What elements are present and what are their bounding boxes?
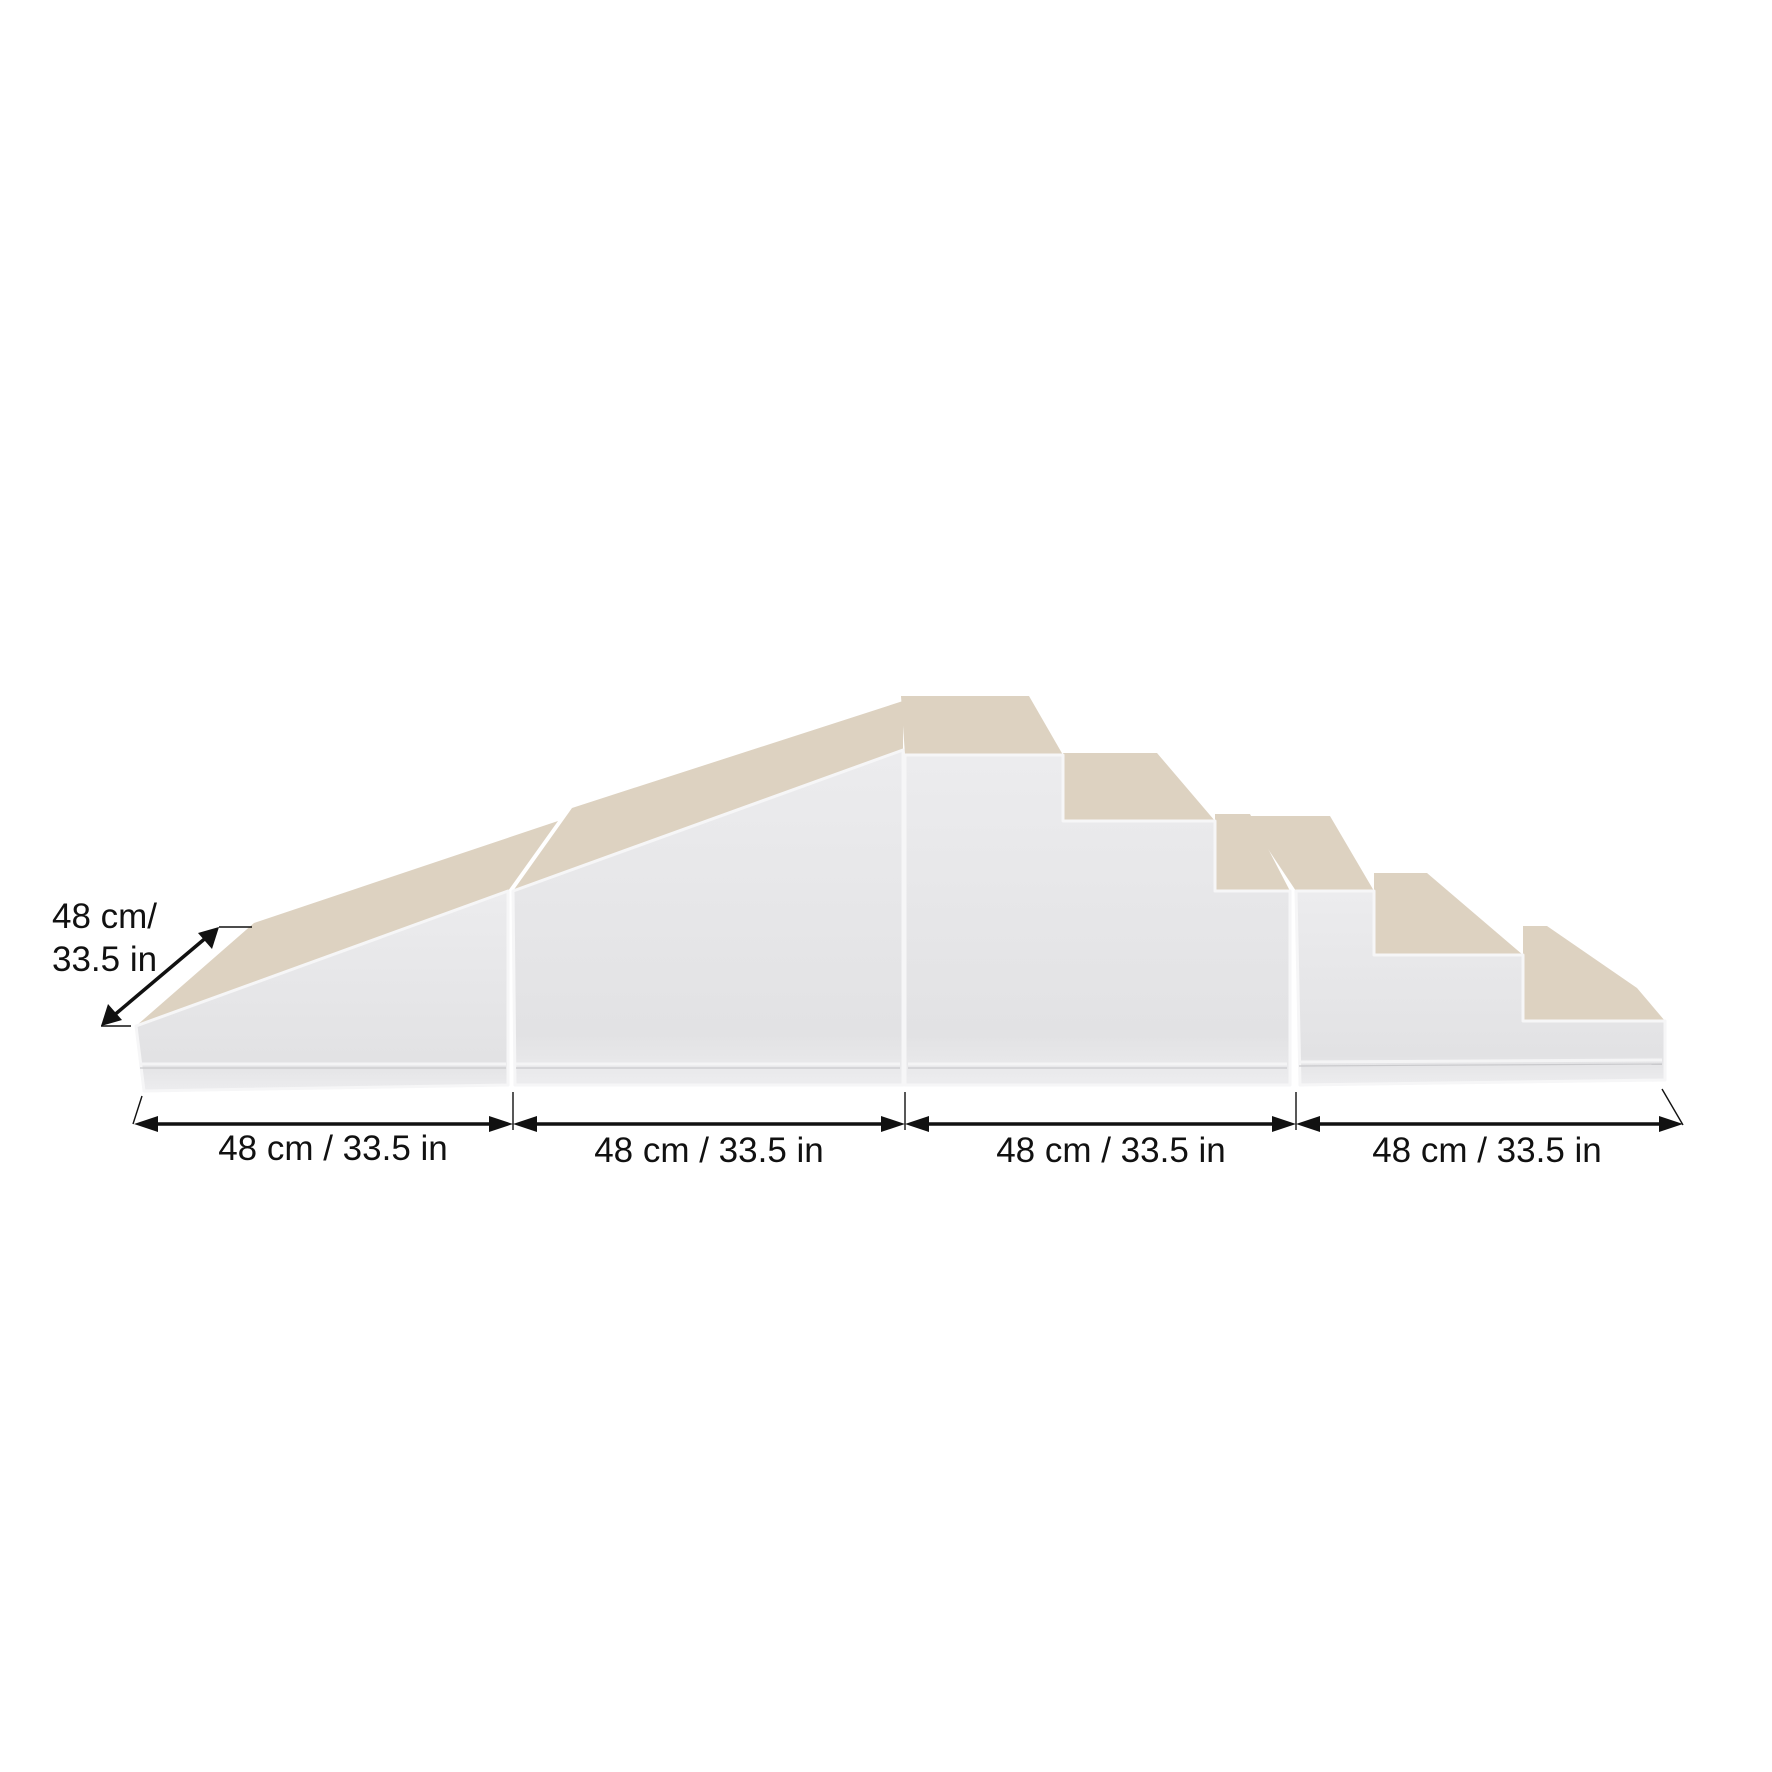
large-ramp-side [511,748,905,1087]
arrowhead [101,1004,122,1026]
stair-step-top [1215,814,1290,891]
width-label-small-ramp: 48 cm / 33.5 in [218,1129,448,1168]
stair-step-top [1374,873,1523,955]
width-label-small-stair: 48 cm / 33.5 in [1372,1131,1602,1170]
stair-step-top [1246,816,1374,891]
small-ramp-side [134,889,510,1093]
stair-step-top [1063,753,1215,821]
small-ramp-piece [134,821,558,1093]
small-ramp-top [136,821,558,1026]
arrowhead [905,1116,929,1132]
arrowhead [489,1116,513,1132]
width-label-large-ramp: 48 cm / 33.5 in [594,1131,824,1170]
large-stair-piece [901,696,1292,1087]
arrowhead [1659,1116,1683,1132]
stair-step-top [1523,926,1665,1021]
arrowhead [134,1116,158,1132]
large-stair-side [903,753,1292,1087]
large-ramp-piece [511,701,905,1087]
small-stair-side [1294,889,1667,1087]
depth-label-line2: 33.5 in [52,940,157,979]
arrowhead [1296,1116,1320,1132]
large-ramp-top [513,701,903,891]
width-dimensions: 48 cm / 33.5 in 48 cm / 33.5 in 48 cm / … [132,1088,1684,1170]
depth-dimension: 48 cm/ 33.5 in [52,897,252,1027]
stair-step-top [901,696,1063,755]
arrowhead [881,1116,905,1132]
arrowhead [513,1116,537,1132]
arrowhead [198,927,219,949]
width-label-large-stair: 48 cm / 33.5 in [996,1131,1226,1170]
depth-label-line1: 48 cm/ [52,897,157,936]
small-stair-piece [1246,816,1667,1087]
arrowhead [1272,1116,1296,1132]
